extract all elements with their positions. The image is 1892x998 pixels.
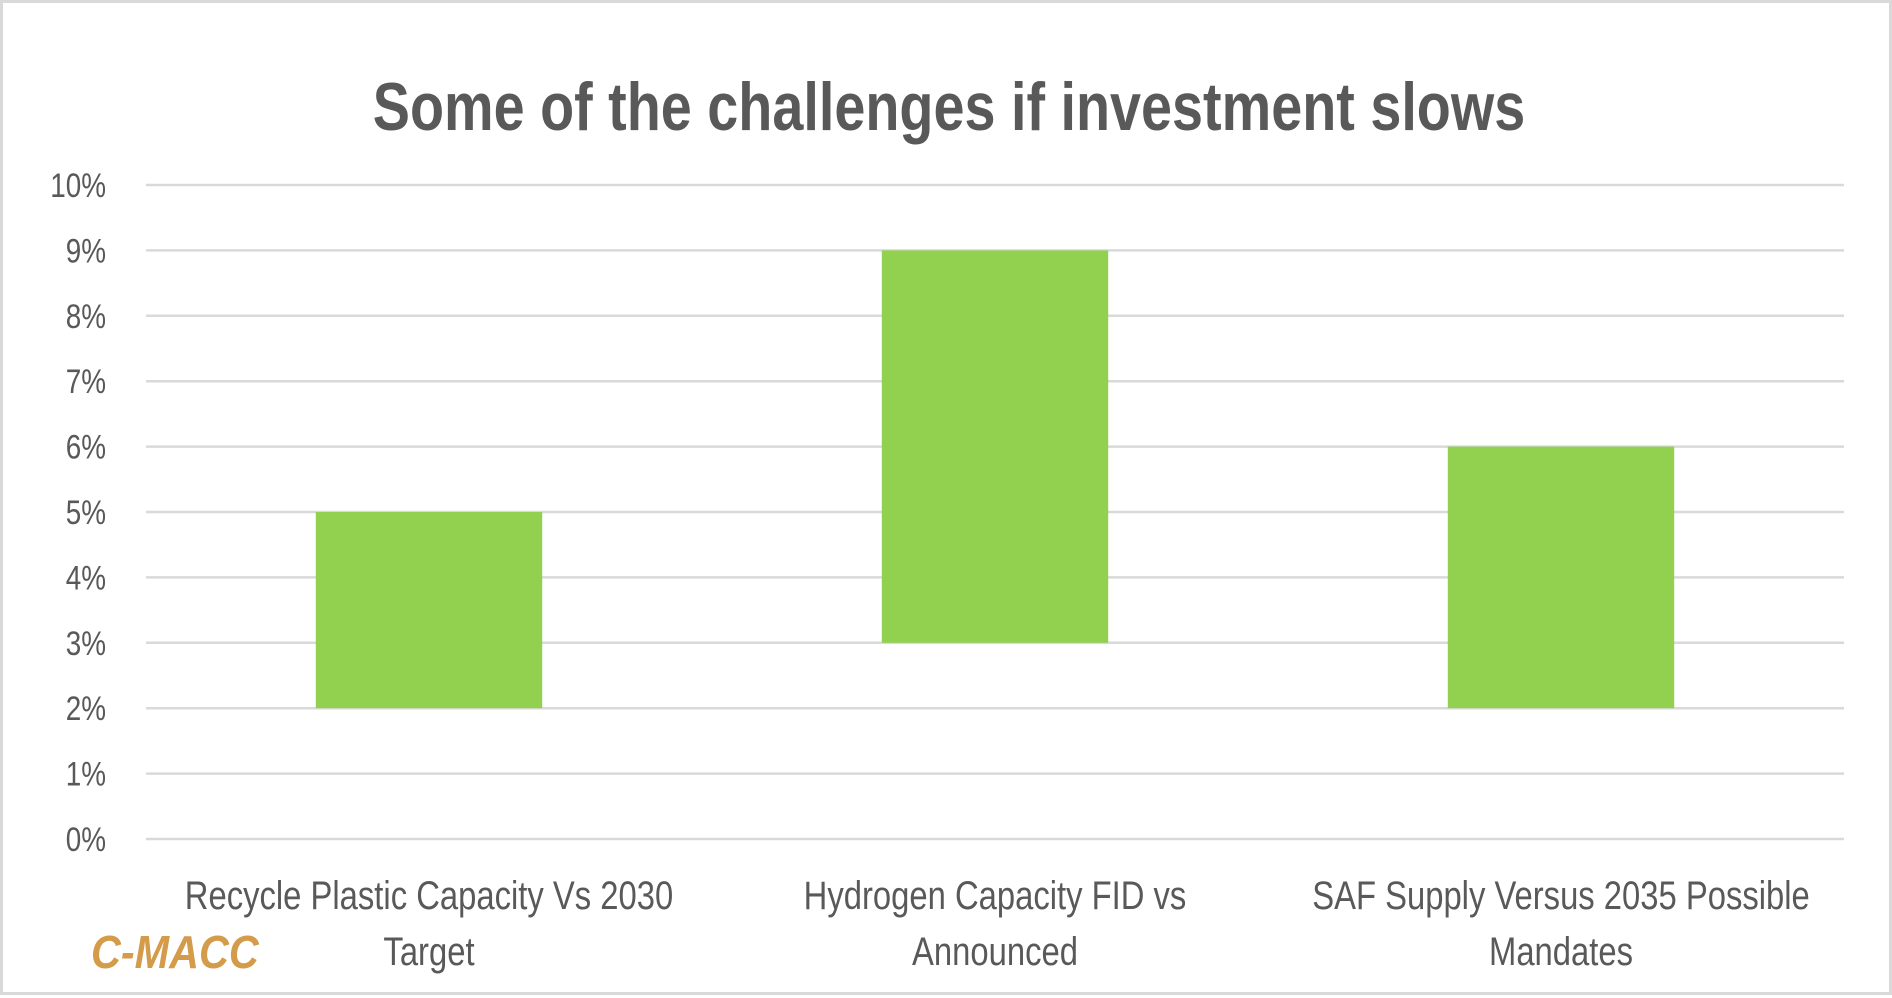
y-tick-label: 7%: [66, 363, 106, 401]
y-tick-label: 4%: [66, 559, 106, 597]
bar-3: [1447, 446, 1675, 709]
x-axis-category-labels: Recycle Plastic Capacity Vs 2030 Target Hy…: [185, 873, 1810, 974]
y-axis-tick-labels: 0% 1% 2% 3% 4% 5% 6% 7% 8% 9% 10%: [50, 166, 106, 858]
y-tick-label: 6%: [66, 428, 106, 466]
brand-logo-text: C-MACC: [91, 927, 260, 979]
chart-title: Some of the challenges if investment slo…: [373, 70, 1525, 145]
bar-2: [881, 250, 1109, 643]
x-category-label: Target: [383, 929, 474, 974]
chart-title-group: Some of the challenges if investment slo…: [373, 70, 1525, 145]
bar-1: [315, 512, 543, 709]
y-tick-label: 5%: [66, 493, 106, 531]
y-tick-label: 0%: [66, 820, 106, 858]
y-tick-label: 1%: [66, 755, 106, 793]
y-tick-label: 9%: [66, 232, 106, 270]
bar-chart: Some of the challenges if investment slo…: [50, 70, 1844, 979]
x-category-label: Hydrogen Capacity FID vs: [804, 873, 1187, 918]
x-category-label: SAF Supply Versus 2035 Possible: [1312, 873, 1810, 918]
brand-logo-group: C-MACC: [91, 927, 260, 979]
y-tick-label: 8%: [66, 297, 106, 335]
y-tick-label: 2%: [66, 690, 106, 728]
x-category-label: Recycle Plastic Capacity Vs 2030: [185, 873, 673, 918]
bars: [315, 250, 1675, 709]
y-tick-label: 10%: [50, 166, 106, 204]
y-tick-label: 3%: [66, 624, 106, 662]
x-category-label: Announced: [912, 929, 1078, 974]
x-category-label: Mandates: [1489, 929, 1633, 974]
